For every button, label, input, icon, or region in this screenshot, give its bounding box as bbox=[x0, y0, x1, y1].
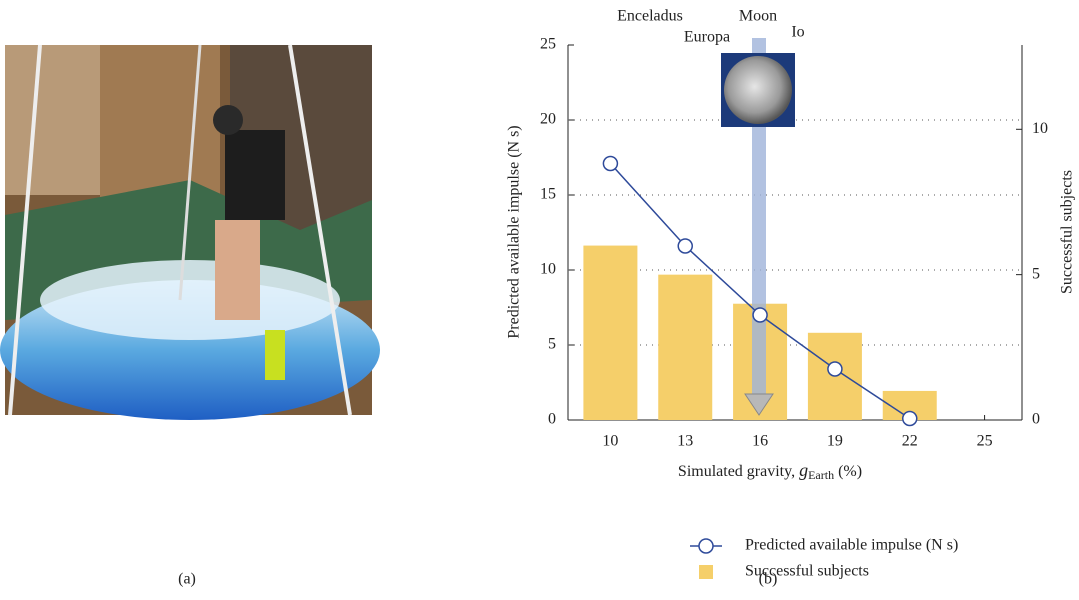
annotation: Enceladus bbox=[617, 8, 683, 25]
y-tick-label: 20 bbox=[540, 111, 556, 128]
moon-image bbox=[724, 56, 792, 124]
x-axis-label: Simulated gravity, gEarth (%) bbox=[678, 460, 862, 482]
annotation: Io bbox=[791, 24, 804, 41]
line-marker bbox=[678, 239, 692, 253]
bar bbox=[658, 275, 712, 420]
annotation: Europa bbox=[684, 29, 730, 46]
y2-tick-label: 5 bbox=[1032, 265, 1040, 282]
x-label-part: (%) bbox=[834, 463, 862, 480]
y2-tick-label: 0 bbox=[1032, 411, 1040, 428]
x-label-part: g bbox=[799, 460, 808, 480]
y2-axis-label: Successful subjects bbox=[1059, 170, 1076, 294]
annotation: Moon bbox=[739, 8, 777, 25]
legend-marker bbox=[699, 539, 713, 553]
legend-label: Successful subjects bbox=[745, 563, 869, 580]
line-marker bbox=[828, 362, 842, 376]
x-tick-label: 13 bbox=[677, 433, 693, 450]
y-axis-label: Predicted available impulse (N s) bbox=[506, 125, 523, 338]
x-tick-label: 19 bbox=[827, 433, 843, 450]
y2-tick-label: 10 bbox=[1032, 120, 1048, 137]
y-tick-label: 5 bbox=[548, 336, 556, 353]
y-tick-label: 0 bbox=[548, 411, 556, 428]
x-label-part: Simulated gravity, bbox=[678, 463, 799, 480]
y-tick-label: 15 bbox=[540, 186, 556, 203]
panel-caption: (a) bbox=[178, 571, 196, 588]
legend-label: Predicted available impulse (N s) bbox=[745, 537, 958, 554]
photo bbox=[0, 45, 380, 420]
x-tick-label: 10 bbox=[602, 433, 618, 450]
x-tick-label: 22 bbox=[902, 433, 918, 450]
line-marker bbox=[903, 412, 917, 426]
figure: (a) (b) Simulated gravity, gEarth (%) Pr… bbox=[0, 0, 1079, 600]
x-label-part: Earth bbox=[808, 468, 834, 482]
line-marker bbox=[753, 308, 767, 322]
bar bbox=[583, 246, 637, 420]
legend-swatch bbox=[699, 565, 713, 579]
y-tick-label: 25 bbox=[540, 36, 556, 53]
x-tick-label: 25 bbox=[977, 433, 993, 450]
line-marker bbox=[603, 157, 617, 171]
x-tick-label: 16 bbox=[752, 433, 768, 450]
y-tick-label: 10 bbox=[540, 261, 556, 278]
